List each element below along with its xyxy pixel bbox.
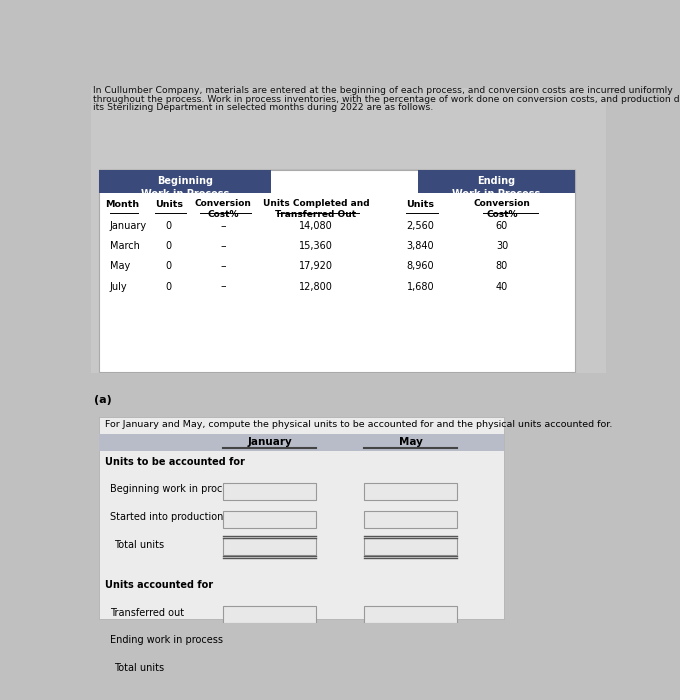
Bar — [99, 416, 503, 620]
Text: Total units: Total units — [114, 663, 165, 673]
Bar — [223, 510, 316, 528]
Text: 15,360: 15,360 — [299, 241, 333, 251]
Text: 3,840: 3,840 — [407, 241, 435, 251]
Text: Month: Month — [105, 199, 139, 209]
Text: –: – — [220, 241, 226, 251]
Bar — [364, 538, 457, 555]
Text: –: – — [220, 221, 226, 232]
Text: Beginning
Work in Process: Beginning Work in Process — [141, 176, 229, 199]
Text: May: May — [398, 437, 422, 447]
Text: 14,080: 14,080 — [299, 221, 333, 232]
Text: 8,960: 8,960 — [407, 262, 435, 272]
Text: its Sterilizing Department in selected months during 2022 are as follows.: its Sterilizing Department in selected m… — [92, 103, 433, 112]
Text: For January and May, compute the physical units to be accounted for and the phys: For January and May, compute the physica… — [105, 420, 613, 428]
Text: January: January — [109, 221, 147, 232]
Text: May: May — [109, 262, 130, 272]
Text: 1,680: 1,680 — [407, 281, 435, 291]
Text: Units to be accounted for: Units to be accounted for — [105, 456, 245, 467]
Text: January: January — [247, 437, 292, 447]
Bar — [223, 483, 316, 500]
Bar — [85, 392, 612, 415]
Bar — [364, 662, 457, 678]
Bar — [364, 606, 457, 623]
Text: (a): (a) — [95, 395, 112, 405]
Text: Started into production: Started into production — [109, 512, 223, 522]
Text: 40: 40 — [496, 281, 508, 291]
Bar — [223, 538, 316, 555]
Text: Conversion
Cost%: Conversion Cost% — [473, 199, 530, 219]
Bar — [223, 634, 316, 651]
Text: –: – — [220, 262, 226, 272]
Bar — [85, 372, 612, 392]
Text: Units accounted for: Units accounted for — [105, 580, 214, 590]
Text: 12,800: 12,800 — [299, 281, 333, 291]
Bar — [223, 662, 316, 678]
Text: 0: 0 — [166, 241, 172, 251]
Bar — [418, 170, 575, 193]
Text: throughout the process. Work in process inventories, with the percentage of work: throughout the process. Work in process … — [92, 94, 680, 104]
Text: Beginning work in process: Beginning work in process — [109, 484, 239, 494]
Text: Conversion
Cost%: Conversion Cost% — [194, 199, 252, 219]
Text: Total units: Total units — [114, 540, 165, 550]
Bar — [99, 169, 575, 372]
Text: 0: 0 — [166, 281, 172, 291]
Text: Transferred out: Transferred out — [109, 608, 184, 617]
Text: Ending work in process: Ending work in process — [109, 636, 223, 645]
Text: Units Completed and
Transferred Out: Units Completed and Transferred Out — [262, 199, 369, 219]
Bar — [91, 88, 606, 381]
Text: July: July — [109, 281, 127, 291]
Bar — [99, 170, 271, 193]
Text: 30: 30 — [496, 241, 508, 251]
Text: Units: Units — [154, 199, 183, 209]
Bar — [364, 634, 457, 651]
Bar — [99, 433, 503, 451]
Text: 0: 0 — [166, 221, 172, 232]
Text: 80: 80 — [496, 262, 508, 272]
Text: 17,920: 17,920 — [299, 262, 333, 272]
Text: 60: 60 — [496, 221, 508, 232]
Text: –: – — [220, 281, 226, 291]
Text: Units: Units — [407, 199, 435, 209]
Text: March: March — [109, 241, 139, 251]
Text: 0: 0 — [166, 262, 172, 272]
Bar — [99, 170, 575, 372]
Bar — [364, 483, 457, 500]
Text: Ending
Work in Process: Ending Work in Process — [452, 176, 541, 199]
Bar — [364, 510, 457, 528]
Text: 2,560: 2,560 — [407, 221, 435, 232]
Bar — [223, 606, 316, 623]
Text: In Cullumber Company, materials are entered at the beginning of each process, an: In Cullumber Company, materials are ente… — [92, 86, 673, 95]
